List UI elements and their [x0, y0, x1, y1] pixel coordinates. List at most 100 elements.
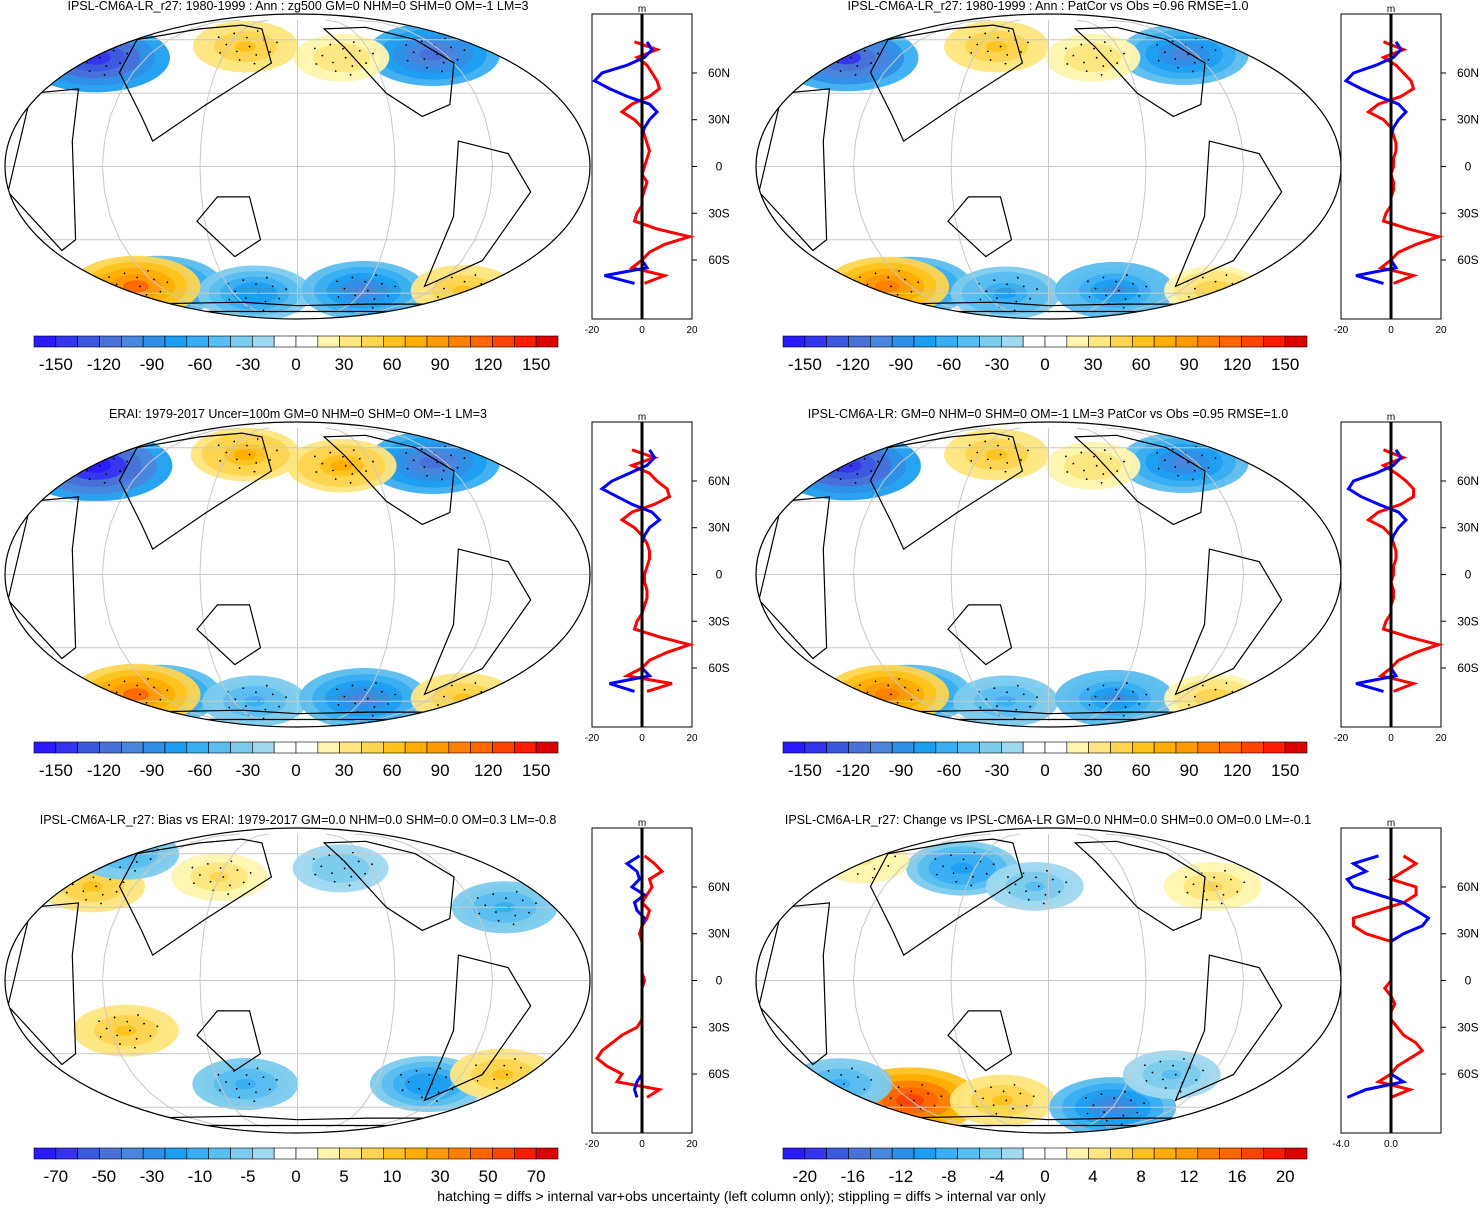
stipple-dot: [877, 52, 879, 55]
anomaly-blob: [991, 1095, 1013, 1106]
colorbar-bin: [339, 741, 362, 754]
stipple-dot: [889, 1097, 892, 1100]
stipple-dot: [1064, 455, 1067, 458]
coastline: [423, 548, 532, 696]
stipple-dot: [894, 855, 897, 858]
stipple-dot: [934, 858, 937, 860]
colorbar-label: -120: [87, 761, 121, 780]
stipple-dot: [894, 302, 897, 305]
colorbar-bin: [1044, 1147, 1068, 1160]
coastline: [322, 840, 455, 932]
stipple-dot: [109, 878, 112, 881]
stipple-dot: [1002, 1090, 1005, 1093]
colorbar-label: -5: [240, 1167, 255, 1186]
colorbar-bin: [826, 335, 849, 348]
stipple-dot: [887, 276, 890, 279]
stipple-dot: [863, 49, 866, 52]
coastline: [137, 709, 458, 721]
stipple-dot: [320, 865, 323, 868]
stipple-dot: [986, 458, 989, 461]
stipple-dot: [242, 279, 245, 282]
colorbar-bin: [870, 1147, 893, 1160]
stipple-dot: [456, 466, 459, 469]
stipple-dot: [225, 451, 228, 454]
stipple-dot: [333, 880, 336, 883]
stipple-dot: [245, 297, 247, 299]
anomaly-blob: [419, 456, 447, 469]
stipple-dot: [1230, 878, 1232, 881]
stipple-dot: [1194, 695, 1196, 698]
stipple-dot: [253, 1100, 256, 1103]
stipple-dot: [109, 291, 112, 294]
colorbar-label: -30: [985, 355, 1010, 374]
stipple-dot: [418, 1087, 421, 1090]
lat-tick-label: 30S: [708, 614, 729, 628]
lat-tick-label: 0: [1465, 160, 1472, 174]
stipple-dot: [1126, 274, 1128, 276]
stipple-dot: [982, 1097, 984, 1100]
stipple-dot: [135, 1038, 138, 1040]
colorbar-label: -16: [841, 1167, 866, 1186]
stipple-dot: [936, 873, 938, 876]
colorbar-bin: [142, 1147, 166, 1160]
colorbar-bin: [230, 335, 253, 348]
anomaly-blob: [235, 41, 257, 52]
stipple-dot: [1086, 1112, 1089, 1115]
stipple-dot: [423, 58, 426, 61]
panel-title: IPSL-CM6A-LR: GM=0 NHM=0 SHM=0 OM=-1 LM=…: [808, 407, 1288, 421]
colorbar-label: 4: [1088, 1167, 1097, 1186]
stipple-dot: [358, 49, 361, 52]
stipple-dot: [985, 872, 988, 875]
anomaly-blob: [1083, 460, 1103, 471]
stipple-dot: [1117, 697, 1120, 700]
stipple-dot: [108, 276, 110, 278]
colorbar-bin: [1263, 741, 1286, 754]
stipple-dot: [1020, 459, 1022, 461]
stipple-dot: [126, 460, 128, 463]
stipple-dot: [153, 686, 155, 689]
stipple-dot: [910, 1090, 913, 1093]
stipple-dot: [1172, 1064, 1174, 1067]
stipple-dot: [832, 1096, 835, 1099]
stipple-dot: [1223, 706, 1226, 708]
stipple-dot: [1157, 467, 1160, 470]
stipple-dot: [970, 459, 973, 462]
anomaly-blob: [331, 863, 351, 874]
stipple-dot: [1231, 282, 1234, 285]
stipple-dot: [349, 481, 352, 484]
stipple-dot: [492, 893, 495, 896]
stipple-dot: [995, 1112, 998, 1115]
stipple-dot: [420, 40, 423, 43]
stipple-dot: [1162, 1078, 1164, 1081]
stipple-dot: [108, 684, 110, 686]
stipple-dot: [839, 70, 842, 72]
stipple-dot: [119, 1043, 121, 1045]
stipple-dot: [245, 444, 248, 447]
stipple-dot: [851, 846, 854, 849]
colorbar-bin: [804, 741, 827, 754]
stipple-dot: [913, 1099, 915, 1102]
stipple-dot: [88, 478, 91, 480]
colorbar-bin: [142, 335, 166, 348]
stipple-dot: [1022, 285, 1025, 288]
stipple-dot: [874, 272, 877, 275]
coastline: [888, 709, 1209, 721]
colorbar-label: 150: [1271, 761, 1299, 780]
stipple-dot: [976, 451, 979, 454]
stipple-dot: [1072, 54, 1075, 57]
colorbar-label: -90: [140, 761, 165, 780]
colorbar-bin: [1175, 335, 1199, 348]
stipple-dot: [236, 869, 239, 871]
stipple-dot: [1237, 295, 1240, 297]
anomaly-blob: [419, 48, 447, 61]
colorbar-label: -120: [836, 761, 870, 780]
stipple-dot: [351, 276, 354, 279]
panel-title: IPSL-CM6A-LR_r27: 1980-1999 : Ann : zg50…: [68, 0, 529, 13]
stipple-dot: [1020, 51, 1022, 53]
colorbar-bin: [957, 741, 980, 754]
colorbar-bin: [979, 741, 1002, 754]
stipple-dot: [812, 1073, 814, 1076]
anomaly-blob: [330, 460, 353, 472]
stipple-dot: [199, 874, 201, 876]
stipple-dot: [1066, 471, 1069, 473]
